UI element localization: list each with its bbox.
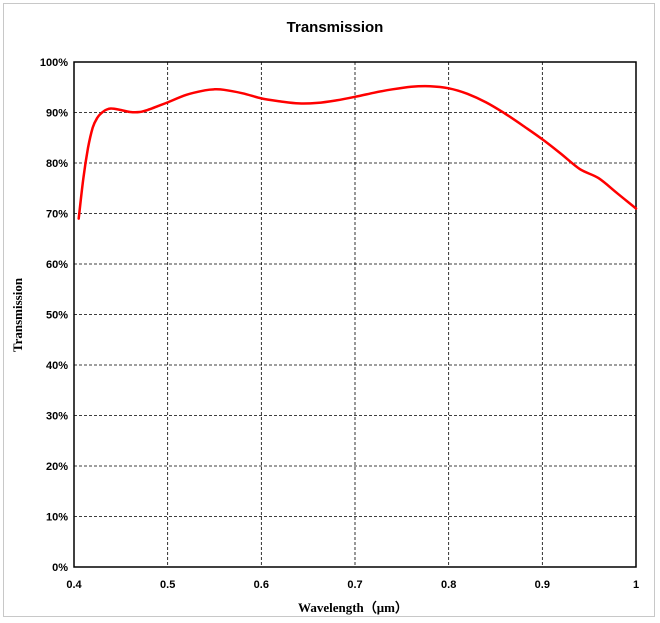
y-tick-label: 80%	[46, 158, 68, 170]
x-tick-label: 1	[633, 579, 639, 591]
y-tick-label: 10%	[46, 512, 68, 524]
y-tick-label: 40%	[46, 360, 68, 372]
x-tick-label: 0.6	[254, 579, 269, 591]
x-axis-label: Wavelength（μm）	[298, 600, 408, 615]
transmission-series-line	[77, 84, 638, 220]
plot-area-border	[73, 61, 637, 568]
y-tick-label: 30%	[46, 411, 68, 423]
x-tick-labels: 0.4 0.5 0.6 0.7 0.8 0.9 1	[66, 579, 639, 591]
y-tick-label: 50%	[46, 310, 68, 322]
y-tick-label: 70%	[46, 209, 68, 221]
chart-title: Transmission	[287, 19, 384, 36]
y-tick-label: 0%	[52, 562, 68, 574]
y-tick-label: 100%	[40, 57, 68, 69]
grid	[74, 62, 636, 567]
y-tick-label: 90%	[46, 108, 68, 120]
y-axis-label: Transmission	[10, 277, 25, 352]
x-tick-label: 0.9	[535, 579, 550, 591]
x-tick-label: 0.4	[66, 579, 82, 591]
y-tick-labels: 0% 10% 20% 30% 40% 50% 60% 70% 80% 90% 100%	[40, 57, 68, 574]
chart-frame	[3, 3, 655, 617]
y-tick-label: 20%	[46, 461, 68, 473]
x-tick-label: 0.8	[441, 579, 456, 591]
x-tick-label: 0.5	[160, 579, 175, 591]
x-tick-label: 0.7	[347, 579, 362, 591]
y-tick-label: 60%	[46, 259, 68, 271]
